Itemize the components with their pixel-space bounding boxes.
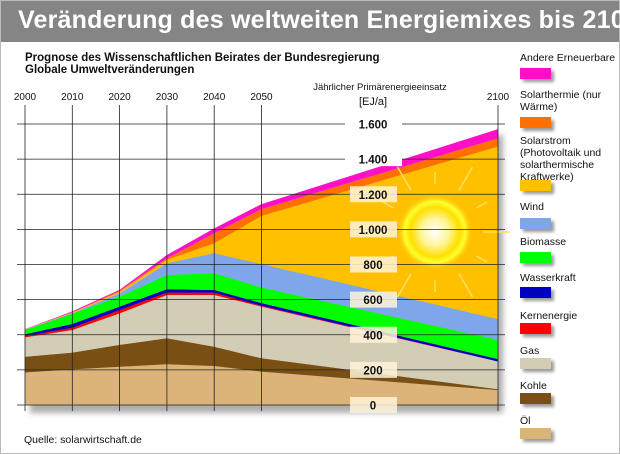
area-biomasse [25, 273, 498, 360]
y-tick-label: 1.000 [359, 225, 388, 237]
legend-swatch [520, 252, 551, 263]
sun-ray [458, 273, 474, 298]
y-tick-label: 800 [363, 260, 382, 272]
y-tick-label: 400 [363, 330, 382, 342]
y-tick-label: 1.400 [359, 155, 388, 167]
legend-swatch [520, 287, 551, 298]
y-tick-label: 600 [363, 295, 382, 307]
sun-ray [382, 201, 394, 209]
legend-swatch [520, 323, 551, 334]
y-tick-label-box [350, 291, 397, 308]
y-tick-label: 0 [370, 401, 376, 413]
x-tick-label: 2000 [14, 92, 37, 103]
y-axis-label: Jährlicher Primärenergieeinsatz [313, 82, 447, 93]
y-axis-unit: [EJ/a] [359, 96, 387, 108]
x-tick-label: 2030 [156, 92, 179, 103]
y-tick-label-box [345, 117, 402, 131]
x-tick-label: 2100 [487, 92, 510, 103]
y-tick-label: 200 [363, 365, 382, 377]
source-note: Quelle: solarwirtschaft.de [24, 434, 142, 446]
legend-swatch [520, 68, 551, 79]
title-bar: Veränderung des weltweiten Energiemixes … [1, 1, 620, 42]
legend-swatch [520, 428, 551, 439]
area-andere [25, 129, 498, 330]
sun-icon [397, 194, 473, 270]
y-tick-label-box [350, 256, 397, 273]
legend-label: Gas [520, 345, 540, 357]
sun-ray [396, 273, 412, 298]
sun-ray [458, 166, 474, 191]
sun-ray [476, 201, 488, 209]
y-tick-label-box [350, 186, 397, 203]
legend-swatch [520, 180, 551, 191]
legend-label: Öl [520, 415, 531, 427]
legend-label: Solarstrom (Photovoltaik und solarthermi… [520, 135, 602, 183]
sun-ray [396, 166, 412, 191]
y-tick-label: 1.200 [359, 190, 388, 202]
x-tick-label: 2050 [250, 92, 273, 103]
legend-label: Wasserkraft [520, 272, 576, 284]
legend-swatch [520, 358, 551, 369]
y-tick-label-box [350, 326, 397, 343]
subtitle-1: Prognose des Wissenschaftlichen Beirates… [25, 52, 380, 64]
y-tick-label-box [350, 397, 397, 413]
legend-label: Solarthermie (nur Wärme) [520, 89, 602, 113]
x-tick-label: 2020 [108, 92, 131, 103]
y-tick-label: 1.600 [359, 120, 388, 132]
legend-swatch [520, 218, 551, 229]
x-tick-label: 2010 [61, 92, 84, 103]
legend-label: Wind [520, 201, 544, 213]
y-tick-label-box [345, 152, 402, 167]
subtitle-2: Globale Umweltveränderungen [25, 64, 195, 76]
legend-label: Kernenergie [520, 310, 578, 322]
sun-ray [476, 255, 488, 263]
x-tick-label: 2040 [203, 92, 226, 103]
legend-label: Kohle [520, 380, 547, 392]
y-tick-label-box [350, 361, 397, 378]
y-tick-label-box [350, 221, 397, 238]
legend-swatch [520, 117, 551, 128]
legend-label: Biomasse [520, 236, 567, 248]
chart-title: Veränderung des weltweiten Energiemixes … [18, 6, 620, 34]
area-solarthermie [25, 138, 498, 330]
legend-label: Andere Erneuerbare [520, 52, 616, 64]
legend-swatch [520, 393, 551, 404]
